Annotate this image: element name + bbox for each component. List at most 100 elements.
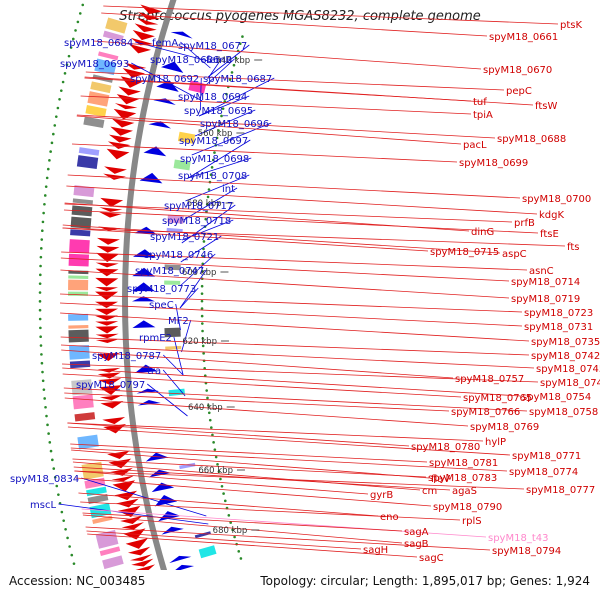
label-connector <box>76 115 462 145</box>
forward-gene-arrow <box>104 166 127 174</box>
tick-dot <box>53 124 57 127</box>
tick-dot <box>49 449 53 453</box>
gene-label-right: ptsK <box>560 20 582 31</box>
forward-gene-arrow <box>107 141 131 149</box>
tick-dot <box>213 448 217 451</box>
label-connector <box>81 508 487 538</box>
reverse-cog-block <box>173 159 191 171</box>
tick-dot <box>233 535 236 539</box>
gene-label-right: cm <box>422 486 437 497</box>
label-connector <box>179 287 199 309</box>
forward-cog-block <box>76 155 99 170</box>
label-connector <box>70 443 428 463</box>
tick-dot <box>238 42 242 46</box>
forward-gene-arrow <box>96 252 120 263</box>
forward-gene-arrow <box>116 498 139 508</box>
gene-label-right: flaV <box>431 474 450 485</box>
reverse-gene-arrow <box>132 282 156 292</box>
tick-dot <box>39 255 43 259</box>
tick-dot <box>212 441 215 444</box>
forward-gene-arrow <box>98 211 122 218</box>
tick-dot <box>43 397 46 400</box>
label-connector <box>74 470 525 490</box>
reverse-gene-arrow <box>148 469 172 478</box>
forward-gene-arrow <box>96 237 120 245</box>
tick-dot <box>58 98 61 101</box>
tick-dot <box>202 352 205 355</box>
gene-label-left: spyM18_0687 <box>203 74 272 85</box>
label-connector <box>60 312 530 342</box>
reverse-gene-arrow <box>134 364 158 373</box>
tick-dot <box>48 159 51 162</box>
gene-label-right: spyM18_0769 <box>470 422 539 433</box>
label-connector <box>199 77 202 111</box>
tick-dot <box>201 329 204 333</box>
genome-summary-text: Topology: circular; Length: 1,895,017 bp… <box>260 574 590 588</box>
forward-gene-arrow <box>134 23 157 33</box>
tick-dot <box>211 158 215 162</box>
label-connector <box>80 95 472 115</box>
label-connector <box>74 470 369 495</box>
gene-label-right: spyM18_0790 <box>433 502 502 513</box>
tick-dot <box>207 404 210 407</box>
tick-dot <box>59 89 63 92</box>
reverse-gene-arrow <box>153 98 176 105</box>
label-connector <box>62 227 566 247</box>
tick-dot <box>68 545 71 548</box>
tick-dot <box>38 317 42 321</box>
tick-dot <box>52 467 56 470</box>
forward-cog-block <box>70 229 91 237</box>
gene-label-right: sagH <box>363 545 388 556</box>
gene-label-right: hylP <box>485 437 506 448</box>
label-connector <box>62 227 429 252</box>
tick-dot <box>44 405 47 409</box>
label-connector <box>70 447 508 472</box>
label-connector <box>62 373 462 398</box>
tick-dot <box>205 389 208 392</box>
forward-gene-arrow <box>132 29 155 41</box>
forward-gene-arrow <box>96 245 120 253</box>
label-connector <box>67 426 511 456</box>
forward-gene-arrow <box>95 268 119 277</box>
label-connector <box>67 174 521 199</box>
forward-cog-block <box>69 344 90 360</box>
reverse-cog-block <box>164 264 181 271</box>
tick-dot <box>63 72 67 75</box>
forward-cog-block <box>77 434 99 450</box>
gene-label-left: int <box>222 184 235 195</box>
gene-label-right: spyM18_0754 <box>522 392 591 403</box>
label-connector <box>180 41 211 69</box>
label-connector <box>86 530 362 550</box>
label-connector <box>181 319 192 353</box>
gene-label-right: spyM18_0661 <box>489 32 558 43</box>
label-connector <box>191 122 272 156</box>
tick-dot <box>217 470 221 473</box>
gene-label-right: spyM18_0781 <box>429 458 498 469</box>
gene-label-right: agaS <box>452 486 477 497</box>
gene-label-left: spyM18_0698 <box>180 154 249 165</box>
reverse-cog-block <box>177 131 196 144</box>
forward-gene-arrow <box>136 17 159 25</box>
reverse-gene-arrow <box>154 495 178 507</box>
tick-dot <box>51 458 54 462</box>
forward-gene-arrow <box>100 197 124 207</box>
tick-dot <box>81 3 85 7</box>
gene-label-right: spyM18_0745 <box>536 364 600 375</box>
tick-dot <box>214 455 218 459</box>
tick-dot <box>38 308 42 312</box>
gene-label-right: ftsE <box>540 229 559 240</box>
forward-cog-block <box>97 51 119 61</box>
tick-dot <box>39 273 42 277</box>
forward-cog-block <box>99 546 121 556</box>
reverse-gene-arrow <box>156 80 179 92</box>
tick-dot <box>38 300 42 303</box>
tick-dot <box>40 238 44 241</box>
forward-gene-arrow <box>95 339 119 343</box>
reverse-gene-arrow <box>161 61 184 73</box>
gene-label-right: rplS <box>462 516 482 527</box>
gene-label-right: prfB <box>514 218 535 229</box>
tick-dot <box>216 463 219 466</box>
label-connector <box>67 422 484 442</box>
forward-gene-arrow <box>122 68 146 78</box>
